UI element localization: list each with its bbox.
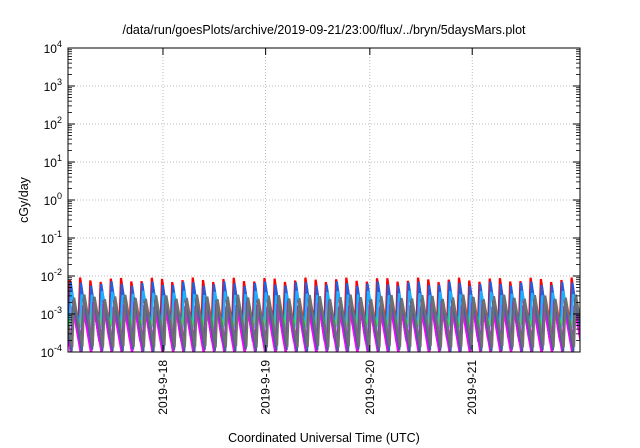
y-axis-label: cGy/day bbox=[17, 176, 31, 223]
y-tick-base: 10 bbox=[44, 118, 58, 132]
y-tick-exponent: -2 bbox=[54, 267, 62, 277]
y-tick-label: 10-3 bbox=[41, 305, 62, 322]
y-tick-base: 10 bbox=[44, 80, 58, 94]
y-tick-base: 10 bbox=[44, 42, 58, 56]
x-tick-label: 2019-9-18 bbox=[156, 360, 170, 415]
y-tick-exponent: 2 bbox=[57, 115, 62, 125]
y-tick-base: 10 bbox=[41, 232, 55, 246]
x-tick-label: 2019-9-19 bbox=[259, 360, 273, 415]
y-tick-base: 10 bbox=[44, 194, 58, 208]
y-tick-exponent: 0 bbox=[57, 191, 62, 201]
y-tick-label: 10-1 bbox=[41, 229, 62, 246]
y-tick-exponent: 4 bbox=[57, 39, 62, 49]
y-tick-base: 10 bbox=[41, 308, 55, 322]
y-tick-base: 10 bbox=[41, 270, 55, 284]
chart-title: /data/run/goesPlots/archive/2019-09-21/2… bbox=[122, 23, 526, 37]
x-tick-labels: 2019-9-18 2019-9-19 2019-9-20 2019-9-21 bbox=[156, 360, 479, 415]
y-tick-exponent: -3 bbox=[54, 305, 62, 315]
y-tick-label: 102 bbox=[44, 115, 62, 132]
y-tick-label: 104 bbox=[44, 39, 62, 56]
x-tick-label: 2019-9-20 bbox=[363, 360, 377, 415]
y-tick-exponent: 3 bbox=[57, 77, 62, 87]
y-tick-label: 103 bbox=[44, 77, 62, 94]
y-tick-exponent: -4 bbox=[54, 343, 62, 353]
series-line bbox=[68, 294, 580, 348]
y-tick-exponent: 1 bbox=[57, 153, 62, 163]
tick-layer bbox=[68, 47, 580, 353]
x-axis-label: Coordinated Universal Time (UTC) bbox=[228, 431, 420, 445]
y-tick-base: 10 bbox=[41, 346, 55, 360]
series-layer bbox=[68, 277, 580, 352]
y-tick-exponent: -1 bbox=[54, 229, 62, 239]
x-tick-label: 2019-9-21 bbox=[465, 360, 479, 415]
y-tick-base: 10 bbox=[44, 156, 58, 170]
y-tick-label: 101 bbox=[44, 153, 62, 170]
y-tick-label: 100 bbox=[44, 191, 62, 208]
y-tick-label: 10-4 bbox=[41, 343, 62, 360]
y-tick-label: 10-2 bbox=[41, 267, 62, 284]
